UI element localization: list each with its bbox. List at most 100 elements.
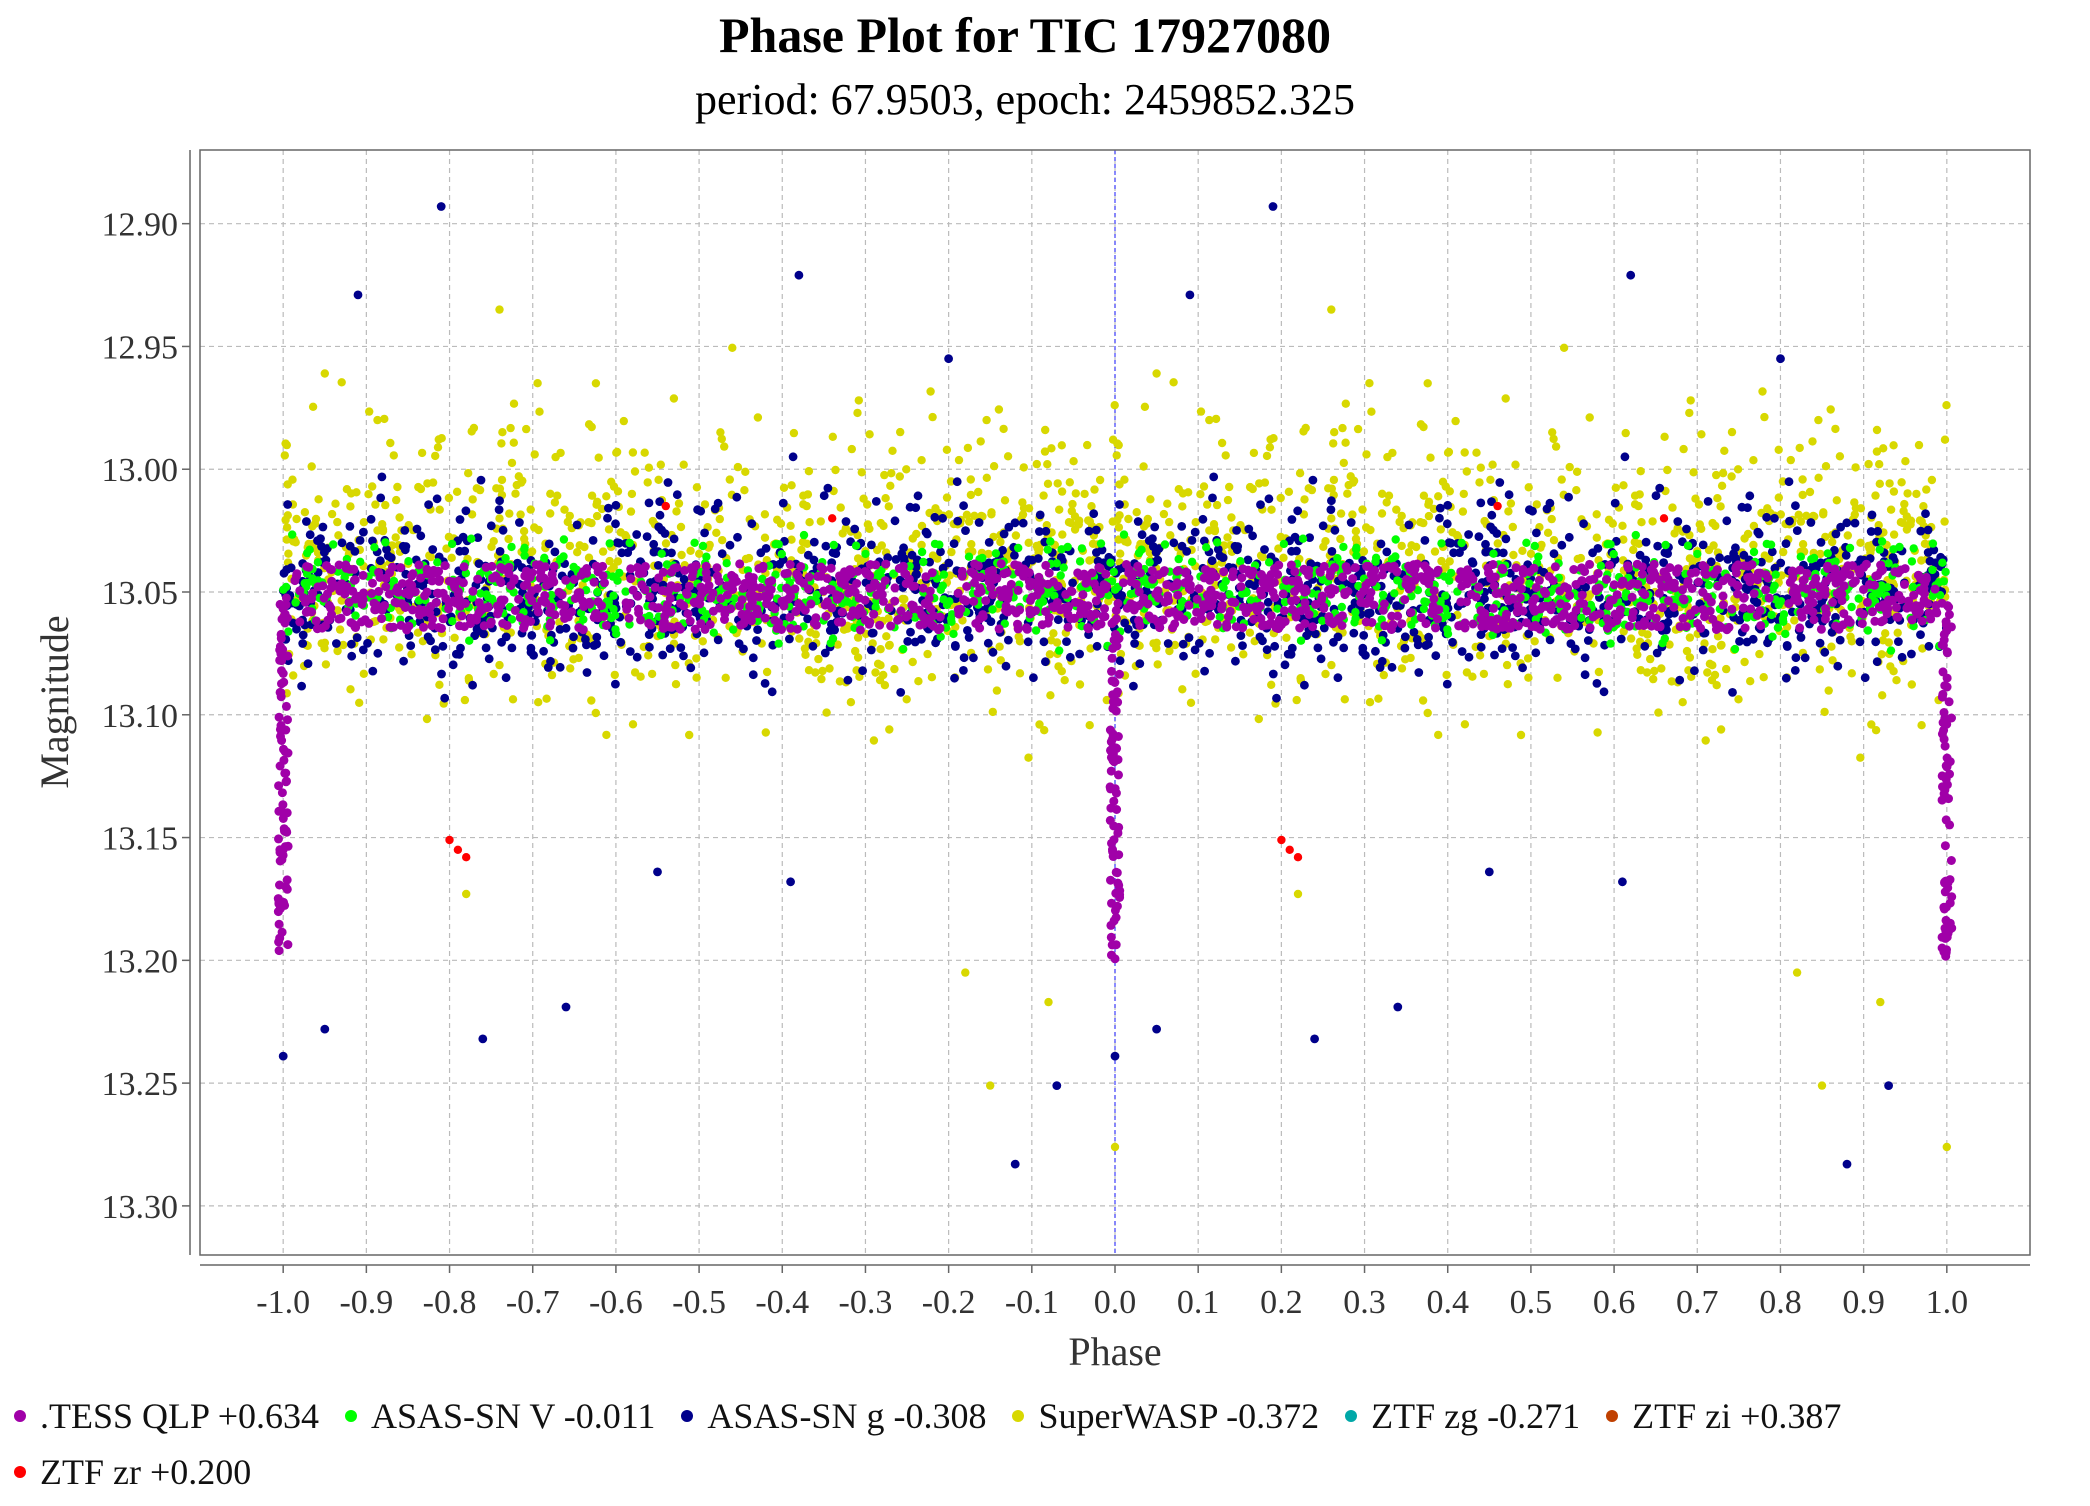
asassn-g-point [1682,524,1691,534]
asassn-v-point [1160,540,1170,549]
superwasp-point [1875,460,1884,469]
superwasp-point [1047,444,1056,453]
asassn-v-point [1056,571,1065,580]
superwasp-point [551,452,560,462]
tess-qlp-point [428,614,437,624]
asassn-g-point [1921,509,1930,519]
superwasp-point [1083,440,1092,450]
tess-qlp-point [1079,569,1089,579]
asassn-g-point [1163,639,1173,648]
tess-qlp-point [417,607,426,617]
superwasp-point [1024,753,1033,762]
superwasp-point [464,469,473,478]
tess-qlp-point [727,570,737,580]
tess-qlp-point [683,609,693,619]
tess-qlp-point [387,562,397,572]
tess-qlp-point [459,562,469,572]
superwasp-point [1419,491,1429,500]
superwasp-point [505,509,514,518]
asassn-v-point [625,538,634,548]
superwasp-point [942,493,952,502]
superwasp-point [1919,502,1928,511]
asassn-g-point [1293,506,1303,516]
asassn-g-point [820,648,830,658]
superwasp-point [880,470,889,480]
superwasp-point [954,455,964,465]
asassn-g-point [1205,648,1214,658]
tess-qlp-point [1063,622,1073,632]
superwasp-point [1341,438,1350,447]
superwasp-point [1365,698,1375,707]
superwasp-point [1877,650,1886,659]
asassn-g-point [1327,547,1337,556]
superwasp-point [1593,728,1602,737]
superwasp-point [1871,726,1881,735]
asassn-g-point [1169,538,1179,548]
superwasp-point [1282,633,1291,642]
asassn-g-point [1092,548,1101,557]
superwasp-point [1819,510,1828,519]
superwasp-point [928,412,937,422]
superwasp-point [395,513,404,522]
superwasp-point [695,549,704,558]
superwasp-point [970,511,979,520]
superwasp-point [1015,637,1025,646]
tess-qlp-point [419,622,428,632]
superwasp-point [1460,720,1470,729]
asassn-g-point [1435,503,1445,513]
superwasp-point [1114,440,1123,450]
tess-qlp-point [457,611,467,621]
asassn-g-point [589,641,599,650]
superwasp-point [1024,538,1033,547]
superwasp-point [489,669,498,679]
superwasp-point [1763,504,1772,513]
tess-qlp-point [561,575,571,585]
superwasp-point [560,505,569,514]
asassn-g-point [1557,540,1567,550]
tess-qlp-point [917,610,927,620]
superwasp-point [685,730,694,740]
superwasp-point [1701,736,1710,745]
superwasp-point [1654,708,1663,717]
tess-qlp-point [975,583,985,593]
asassn-g-point [375,556,385,566]
asassn-v-point [1391,535,1400,544]
asassn-g-point [761,544,771,553]
asassn-g-point [867,540,876,550]
asassn-g-point [867,628,877,638]
asassn-g-point [1442,519,1452,529]
asassn-g-point [283,500,293,509]
asassn-v-point [1693,549,1702,559]
asassn-g-point [1435,513,1444,523]
asassn-g-point [988,647,998,657]
asassn-g-point [495,547,505,556]
asassn-g-point [1593,544,1603,553]
superwasp-point [1650,666,1659,676]
superwasp-point [604,525,614,534]
tess-qlp-point [1043,618,1053,628]
asassn-g-point [1860,673,1870,683]
asassn-g-point [734,639,744,648]
superwasp-point [546,489,555,498]
asassn-v-point [1596,561,1606,570]
tess-qlp-point [536,567,546,577]
asassn-v-point [988,605,997,614]
tess-qlp-point [925,586,935,596]
asassn-g-point [713,635,723,645]
tess-qlp-point [1300,619,1310,629]
asassn-g-point [460,546,470,556]
asassn-g-point [1148,534,1157,543]
superwasp-point [1383,452,1392,462]
superwasp-point [869,736,879,745]
superwasp-point [1444,447,1454,457]
tess-qlp-point [1100,604,1109,614]
superwasp-point [643,478,652,487]
asassn-g-point [527,631,537,640]
asassn-g-point [899,543,908,553]
asassn-g-point [653,867,662,877]
superwasp-point [1295,469,1305,478]
asassn-v-point [978,553,987,563]
tess-qlp-point [637,580,647,590]
superwasp-point [976,437,985,446]
asassn-v-point [1279,539,1289,549]
